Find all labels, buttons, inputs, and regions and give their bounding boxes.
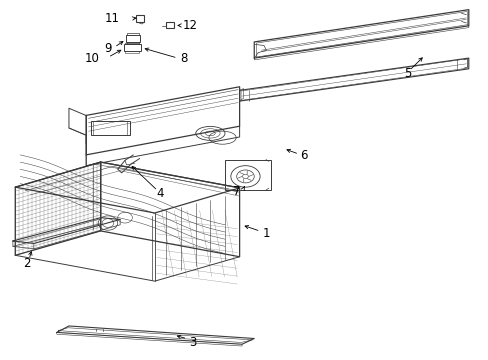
Bar — [125, 35, 140, 42]
Bar — [165, 22, 174, 28]
Text: 10: 10 — [84, 51, 99, 64]
Bar — [91, 121, 130, 135]
Text: 1: 1 — [262, 226, 269, 239]
Bar — [224, 159, 271, 190]
Text: 7: 7 — [233, 185, 240, 198]
Text: 8: 8 — [180, 52, 187, 65]
Bar — [123, 44, 141, 51]
Text: 5: 5 — [404, 67, 411, 80]
Text: 9: 9 — [104, 41, 112, 54]
Text: 4: 4 — [157, 187, 164, 200]
Text: 11: 11 — [105, 12, 120, 25]
Text: 3: 3 — [188, 336, 196, 348]
Bar — [136, 15, 144, 22]
Text: 6: 6 — [300, 149, 307, 162]
Text: 12: 12 — [183, 19, 198, 32]
Text: 2: 2 — [23, 257, 31, 270]
